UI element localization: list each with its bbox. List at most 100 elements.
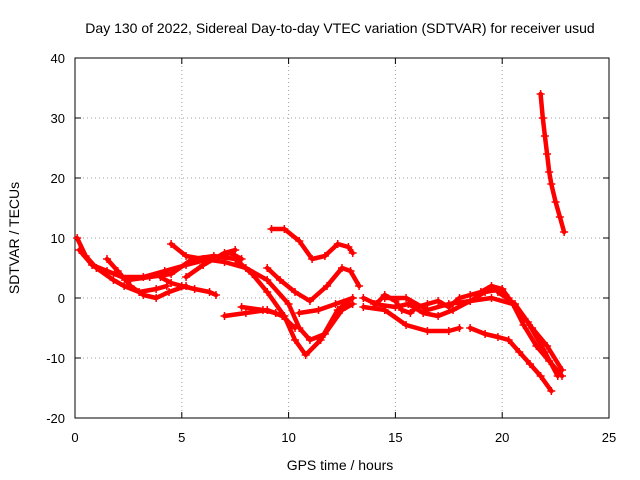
data-point-marker xyxy=(346,267,355,275)
data-point-marker xyxy=(126,282,135,290)
data-point-marker xyxy=(152,285,161,293)
data-point-marker xyxy=(348,294,357,302)
data-point-marker xyxy=(515,348,524,356)
data-point-marker xyxy=(536,372,545,380)
data-point-marker xyxy=(543,150,552,158)
data-point-marker xyxy=(231,255,240,263)
series-track-9 xyxy=(237,303,280,317)
x-tick-label: 0 xyxy=(71,430,78,445)
data-point-marker xyxy=(316,336,325,344)
series-track-5 xyxy=(124,252,357,359)
series-track-7 xyxy=(182,246,240,281)
data-point-marker xyxy=(547,387,556,395)
data-point-marker xyxy=(528,324,537,332)
data-point-marker xyxy=(295,309,304,317)
data-point-marker xyxy=(167,279,176,287)
data-point-marker xyxy=(188,255,197,263)
x-axis-label: GPS time / hours xyxy=(287,457,394,473)
data-point-marker xyxy=(348,249,357,257)
data-point-marker xyxy=(231,246,240,254)
series-line xyxy=(126,253,355,358)
data-point-marker xyxy=(237,303,246,311)
data-point-marker xyxy=(423,306,432,314)
y-tick-label: -10 xyxy=(46,351,65,366)
data-point-marker xyxy=(493,333,502,341)
data-point-marker xyxy=(182,273,191,281)
series-line xyxy=(183,247,238,280)
x-tick-label: 5 xyxy=(178,430,185,445)
data-point-marker xyxy=(553,372,562,380)
data-point-marker xyxy=(333,306,342,314)
data-point-marker xyxy=(323,282,332,290)
data-point-marker xyxy=(248,270,257,278)
series-line xyxy=(371,286,511,319)
data-point-marker xyxy=(434,297,443,305)
data-point-marker xyxy=(519,321,528,329)
data-point-marker xyxy=(402,321,411,329)
data-point-marker xyxy=(423,327,432,335)
data-point-marker xyxy=(402,294,411,302)
axis-ticks: 0 5 10 15 20 25 -20 -10 0 10 20 30 40 xyxy=(46,51,616,445)
series-line xyxy=(538,91,567,235)
data-point-marker xyxy=(314,306,323,314)
data-point-marker xyxy=(540,132,549,140)
series-track-18 xyxy=(466,324,556,395)
data-point-marker xyxy=(241,309,250,317)
data-point-marker xyxy=(359,303,368,311)
data-point-marker xyxy=(370,300,379,308)
data-point-marker xyxy=(406,309,415,317)
data-point-marker xyxy=(487,294,496,302)
data-point-marker xyxy=(504,336,513,344)
x-tick-label: 25 xyxy=(602,430,616,445)
data-point-marker xyxy=(190,285,199,293)
data-point-marker xyxy=(284,300,293,308)
data-point-marker xyxy=(291,288,300,296)
data-point-marker xyxy=(511,300,520,308)
data-point-marker xyxy=(434,312,443,320)
data-point-marker xyxy=(156,273,165,281)
data-point-marker xyxy=(540,348,549,356)
data-point-marker xyxy=(331,300,340,308)
data-point-marker xyxy=(113,267,122,275)
data-point-marker xyxy=(444,300,453,308)
data-point-marker xyxy=(466,324,475,332)
data-point-marker xyxy=(419,309,428,317)
data-point-marker xyxy=(455,324,464,332)
data-point-marker xyxy=(301,351,310,359)
x-tick-label: 20 xyxy=(495,430,509,445)
series-track-14 xyxy=(359,303,464,335)
data-series xyxy=(73,90,569,395)
data-point-marker xyxy=(333,240,342,248)
data-point-marker xyxy=(538,114,547,122)
data-point-marker xyxy=(543,342,552,350)
data-point-marker xyxy=(205,288,214,296)
x-tick-label: 15 xyxy=(388,430,402,445)
data-point-marker xyxy=(525,360,534,368)
data-point-marker xyxy=(449,306,458,314)
data-point-marker xyxy=(167,240,176,248)
data-point-marker xyxy=(177,282,186,290)
data-point-marker xyxy=(263,288,272,296)
data-point-marker xyxy=(75,246,84,254)
series-track-17 xyxy=(493,288,567,374)
data-point-marker xyxy=(545,168,554,176)
data-point-marker xyxy=(182,252,191,260)
data-point-marker xyxy=(444,327,453,335)
data-point-marker xyxy=(278,312,287,320)
chart-title: Day 130 of 2022, Sidereal Day-to-day VTE… xyxy=(85,20,594,36)
data-point-marker xyxy=(103,267,112,275)
series-track-10 xyxy=(263,264,364,305)
data-point-marker xyxy=(359,294,368,302)
data-point-marker xyxy=(276,276,285,284)
series-line xyxy=(382,295,560,379)
data-point-marker xyxy=(536,90,545,98)
data-point-marker xyxy=(355,282,364,290)
data-point-marker xyxy=(391,303,400,311)
data-point-marker xyxy=(555,213,564,221)
series-track-12 xyxy=(295,294,357,317)
y-axis-label: SDTVAR / TECUs xyxy=(6,182,22,294)
data-point-marker xyxy=(493,288,502,296)
series-track-15 xyxy=(370,285,513,320)
series-track-11 xyxy=(267,225,357,263)
